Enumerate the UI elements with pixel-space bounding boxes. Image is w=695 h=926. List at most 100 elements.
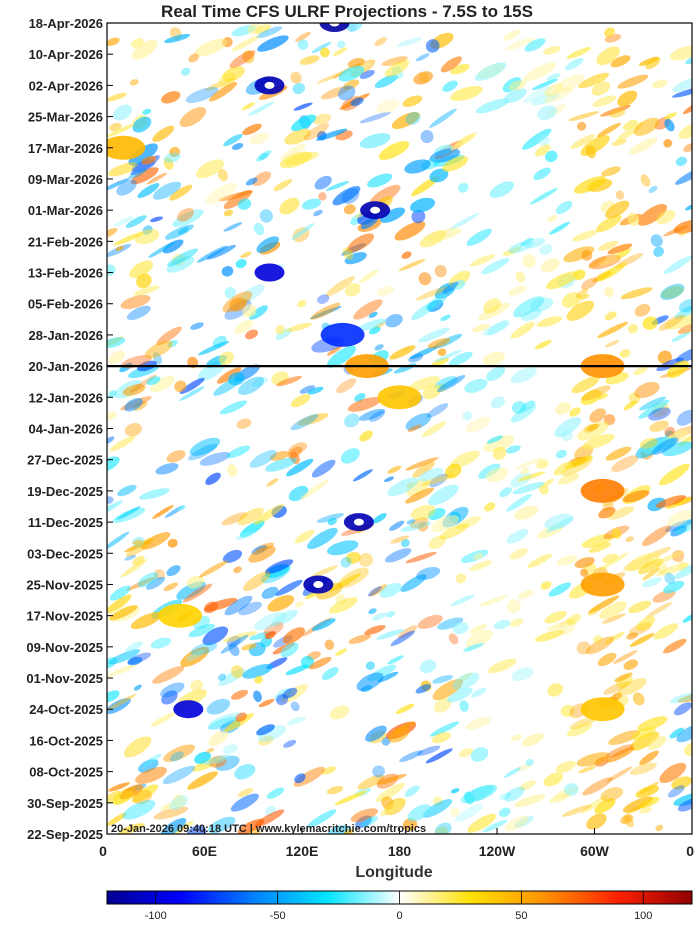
field-blob [546,73,561,81]
field-blob [163,157,174,170]
field-blob [120,559,147,578]
field-blob [505,445,521,454]
field-blob [132,539,142,545]
field-blob [555,760,576,774]
field-blob [108,390,117,398]
field-blob [271,609,298,627]
field-blob [222,744,239,755]
field-blob [167,248,199,267]
field-blob [142,108,152,115]
y-tick-label: 04-Jan-2026 [29,422,103,437]
field-blob [358,553,374,567]
field-blob [606,746,635,763]
field-blob [578,765,597,774]
field-blob [297,39,309,50]
field-blob [124,398,143,412]
field-blob [374,37,387,46]
field-blob [224,713,254,732]
field-blob [673,702,692,716]
field-blob [217,673,227,681]
field-blob [240,251,252,259]
field-blob [545,517,574,533]
field-blob [107,336,124,350]
field-blob [128,168,147,179]
field-blob [416,566,441,581]
field-blob [380,207,406,223]
field-blob [222,549,243,563]
field-blob [608,730,641,746]
y-tick-label: 19-Dec-2025 [27,484,103,499]
field-blob [415,286,449,301]
field-blob [178,505,186,511]
field-blob [290,701,300,712]
field-blob [408,353,424,363]
field-blob [395,703,415,714]
field-blob [475,98,510,114]
field-blob [543,772,564,787]
field-blob [585,145,597,159]
field-blob [309,306,342,320]
field-blob [520,467,530,476]
field-blob [353,299,383,320]
field-blob [411,300,438,321]
field-blob [326,345,342,356]
field-blob [566,613,581,625]
field-blob [510,321,535,339]
field-blob [179,386,205,401]
field-blob [400,574,427,592]
field-blob [638,796,660,809]
field-blob [521,733,544,747]
field-blob [259,209,273,223]
field-blob [269,450,290,461]
field-blob [478,463,501,479]
field-blob [514,794,546,808]
field-blob [152,181,182,200]
field-blob [107,500,123,518]
field-blob [677,798,692,812]
field-blob [122,800,156,820]
field-blob [195,159,225,179]
field-blob [560,704,575,718]
field-blob [617,74,649,89]
field-blob [410,504,436,521]
field-blob [561,804,592,817]
field-blob [658,314,685,331]
y-tick-label: 25-Mar-2026 [28,110,103,125]
field-blob [663,580,685,594]
field-blob [410,345,439,360]
field-blob [648,185,658,193]
field-blob [670,525,688,537]
field-blob [257,725,287,742]
field-blob [437,375,466,393]
field-blob [673,561,692,580]
field-blob [227,464,238,477]
field-blob [253,504,284,525]
y-tick-label: 12-Jan-2026 [29,390,103,405]
field-blob [520,308,542,322]
field-blob [432,674,453,684]
field-blob [228,643,240,657]
field-blob [374,344,384,351]
field-blob [375,782,405,803]
field-blob [633,117,660,136]
field-blob [410,517,429,529]
field-blob [607,243,633,255]
field-blob [675,156,688,167]
field-blob [385,314,403,328]
field-blob [357,774,385,790]
colorbar-tick-label: 0 [396,910,402,921]
field-blob [134,229,160,245]
chart-title: Real Time CFS ULRF Projections - 7.5S to… [161,2,533,21]
field-blob [677,692,692,703]
field-blob [434,376,458,390]
field-blob [276,375,302,387]
field-blob [254,24,271,34]
field-blob [511,667,534,682]
field-blob [108,162,138,177]
field-blob [343,829,354,834]
field-blob [540,258,560,273]
field-blob [499,487,512,498]
field-blob [574,557,595,569]
field-blob [656,551,685,564]
field-blob [449,212,480,231]
